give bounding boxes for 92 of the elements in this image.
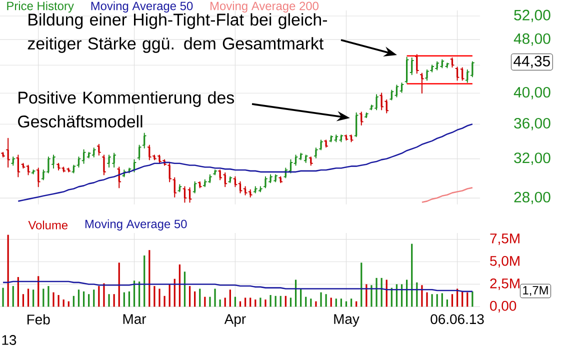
x-tick-label: Apr [224, 314, 246, 327]
candlestick [172, 177, 178, 198]
candlestick [288, 159, 294, 174]
candlestick [142, 132, 147, 148]
candlestick [102, 154, 106, 176]
candlestick [252, 186, 258, 194]
y-tick-label: 52,00 [514, 10, 550, 22]
candlestick [450, 57, 455, 68]
candlestick [51, 154, 56, 169]
candlestick [384, 99, 390, 114]
candlestick [308, 156, 314, 166]
candlestick [96, 144, 102, 156]
candlestick [293, 154, 298, 166]
candlestick [0, 152, 6, 158]
candlestick [157, 154, 162, 164]
x-tick-label: Feb [27, 314, 50, 324]
series-label: Volume [28, 220, 68, 230]
candlestick [354, 112, 359, 138]
candlestick [177, 184, 182, 192]
y-tick-label: 2,5M [490, 278, 520, 290]
candlestick [228, 176, 233, 184]
text: 13 [2, 335, 16, 345]
text: Moving Average 200 [210, 1, 318, 13]
candlestick [460, 67, 465, 81]
candlestick [420, 72, 424, 94]
candlestick [10, 156, 16, 166]
candlestick [91, 147, 96, 158]
candlestick [298, 152, 304, 160]
candlestick [399, 82, 404, 93]
candlestick [404, 56, 410, 84]
candlestick [182, 186, 188, 203]
annotation: Bildung einer High-Tight-Flat bei gleich-zeitiger Stärke ggü. dem Gesamtmarkt [28, 13, 327, 53]
y-tick-label: 32,00 [514, 152, 550, 165]
candlestick [394, 84, 400, 98]
candlestick [358, 112, 364, 126]
x-tick-label: May [334, 314, 360, 327]
candlestick [242, 186, 248, 196]
candlestick [192, 181, 198, 194]
candlestick [434, 61, 440, 70]
x-tick-label: Mar [123, 314, 146, 324]
candlestick [278, 176, 284, 184]
line-series [421, 187, 474, 203]
candlestick [36, 168, 41, 188]
candlestick [197, 181, 202, 188]
y-tick-label: 48,00 [514, 33, 550, 46]
candlestick [328, 135, 334, 142]
candlestick [258, 186, 263, 192]
candlestick [112, 152, 116, 168]
candlestick [167, 162, 172, 182]
candlestick [66, 168, 72, 172]
candlestick [470, 61, 475, 78]
text: 1,7M [523, 286, 548, 296]
candlestick [81, 149, 86, 164]
text: Moving Average 50 [85, 219, 187, 231]
y-tick-label: 7,5M [490, 234, 520, 245]
candlestick [106, 154, 112, 168]
candlestick [6, 138, 10, 168]
candlestick [389, 90, 394, 100]
candlestick [379, 92, 384, 110]
candlestick [16, 154, 21, 178]
candlestick [303, 154, 308, 163]
y-tick-label: 40,00 [514, 86, 550, 100]
y-tick-label: 5,0M [490, 256, 520, 268]
y-tick-label: 36,00 [514, 118, 550, 130]
candlestick [162, 159, 167, 166]
candlestick [238, 181, 243, 194]
candlestick [136, 144, 142, 160]
candlestick [268, 174, 273, 184]
candlestick [248, 189, 253, 198]
text: Moving Average 50 [91, 1, 193, 13]
candlestick [187, 187, 192, 203]
annotation: Positive Kommentierung des Geschäftsmodell [18, 91, 234, 128]
text: Price History [7, 1, 74, 13]
candlestick [212, 170, 218, 176]
candlestick [152, 154, 157, 160]
candlestick [232, 176, 238, 188]
candlestick [334, 134, 339, 142]
candlestick [263, 176, 268, 188]
y-tick-label: 0,00 [490, 300, 516, 312]
candlestick [30, 170, 36, 174]
candlestick [409, 57, 414, 76]
candlestick [369, 104, 374, 110]
candlestick [374, 94, 379, 110]
candlestick [454, 66, 460, 81]
y-tick-label: 28,00 [514, 192, 550, 204]
candlestick [440, 59, 445, 68]
candlestick [364, 112, 369, 118]
x-tick-label: 06.06.13 [430, 314, 484, 324]
candlestick [146, 144, 152, 160]
candlestick [26, 164, 31, 176]
candlestick [414, 54, 420, 74]
text: 44,35 [514, 56, 550, 68]
